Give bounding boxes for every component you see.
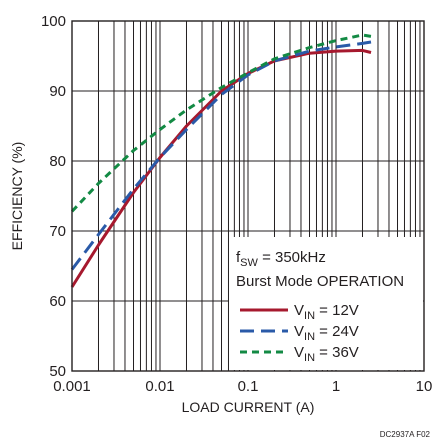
x-tick-label: 0.001 <box>53 378 91 395</box>
series-line <box>70 40 372 271</box>
y-tick-label: 80 <box>49 153 66 170</box>
legend-background <box>229 237 423 370</box>
y-axis-label: EFFICIENCY (%) <box>9 142 25 251</box>
x-tick-label: 1 <box>332 378 340 395</box>
x-tick-label: 10 <box>416 378 433 395</box>
series-lines <box>70 33 372 288</box>
x-tick-label: 0.01 <box>145 378 174 395</box>
legend-label: VIN = 12V <box>294 302 359 322</box>
y-tick-label: 60 <box>49 293 66 310</box>
x-tick-label: 0.1 <box>238 378 259 395</box>
annotation-mode: Burst Mode OPERATION <box>236 273 404 290</box>
plot-frame <box>71 20 425 372</box>
legend-label: VIN = 36V <box>294 344 359 364</box>
legend-label: VIN = 24V <box>294 323 359 343</box>
annotation-switching-frequency: fSW = 350kHz <box>236 249 326 269</box>
series-line <box>70 48 372 288</box>
y-tick-label: 100 <box>41 13 66 30</box>
x-axis-label: LOAD CURRENT (A) <box>182 399 315 415</box>
figure-id: DC2937A F02 <box>380 430 431 439</box>
y-tick-label: 90 <box>49 83 66 100</box>
y-tick-label: 70 <box>49 223 66 240</box>
y-tick-label: 50 <box>49 363 66 380</box>
legend-box: fSW = 350kHz Burst Mode OPERATION VIN = … <box>229 237 423 370</box>
tick-labels: 0.001 0.01 0.1 1 10 50 60 70 80 90 100 <box>41 13 432 395</box>
series-line <box>70 33 372 213</box>
